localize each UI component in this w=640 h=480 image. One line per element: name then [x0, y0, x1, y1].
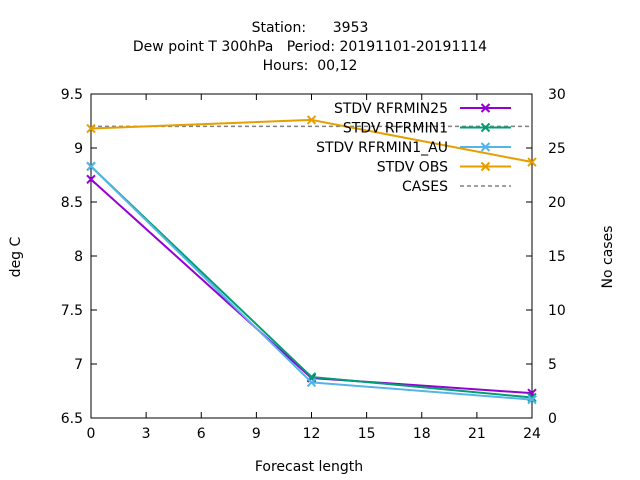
chart-title-line-1: Station: 3953 [252, 20, 369, 36]
series-stdv-rfrmin25 [86, 174, 537, 398]
chart-title-line-2: Dew point T 300hPa Period: 20191101-2019… [133, 39, 487, 55]
legend-marker [480, 161, 491, 172]
legend-label: STDV RFRMIN1_AU [316, 140, 448, 156]
series-stdv-rfrmin1-au [86, 161, 537, 405]
legend-label: STDV RFRMIN1 [343, 121, 448, 137]
legend-label: CASES [402, 179, 448, 195]
series-lines [86, 115, 537, 405]
x-tick-label: 15 [358, 426, 376, 442]
y-tick-label: 9 [74, 141, 83, 157]
x-tick-label: 24 [523, 426, 541, 442]
series-stdv-rfrmin1 [86, 161, 537, 403]
data-point-stdv-obs [527, 157, 537, 167]
y2-tick-label: 15 [548, 249, 566, 265]
legend-entry-stdv-rfrmin25: STDV RFRMIN25 [334, 101, 511, 117]
legend: STDV RFRMIN25 STDV RFRMIN1 STDV RFRMIN1_AU… [316, 101, 511, 195]
series-stdv-obs [86, 115, 537, 167]
data-point-stdv-obs [306, 115, 317, 125]
y2-tick-label: 30 [548, 87, 566, 103]
x-tick-label: 12 [303, 426, 321, 442]
chart-title-line-3: Hours: 00,12 [263, 58, 358, 74]
y-tick-label: 8.5 [61, 195, 83, 211]
x-axis-label: Forecast length [255, 459, 363, 475]
y2-axis-label: No cases [600, 226, 616, 289]
chart-title: Station: 3953 Dew point T 300hPa Period:… [133, 20, 487, 74]
x-tick-label: 6 [197, 426, 206, 442]
series-line-stdv-rfrmin25 [90, 178, 533, 395]
legend-entry-stdv-rfrmin1: STDV RFRMIN1 [343, 121, 511, 137]
data-point-stdv-rfrmin1-au [306, 377, 317, 388]
x-tick-label: 9 [252, 426, 261, 442]
legend-entry-cases: CASES [402, 179, 511, 195]
y2-tick-label: 25 [548, 141, 566, 157]
legend-entry-stdv-rfrmin1-au: STDV RFRMIN1_AU [316, 140, 511, 156]
x-tick-label: 18 [413, 426, 431, 442]
plot-area [90, 93, 533, 419]
y-axis-label: deg C [8, 236, 24, 277]
data-point-stdv-rfrmin25 [86, 174, 96, 185]
plot-frame [90, 93, 533, 419]
x-tick-label: 21 [468, 426, 486, 442]
y-tick-label: 9.5 [61, 87, 83, 103]
y-tick-label: 6.5 [61, 411, 83, 427]
x-tick-label: 0 [87, 426, 96, 442]
legend-label: STDV OBS [377, 160, 448, 176]
legend-marker [480, 103, 491, 113]
legend-marker [480, 122, 491, 133]
y2-tick-label: 5 [548, 357, 557, 373]
legend-marker [480, 142, 491, 152]
legend-entry-stdv-obs: STDV OBS [377, 160, 511, 176]
y-tick-label: 8 [74, 249, 83, 265]
data-point-stdv-rfrmin1-au [527, 394, 537, 405]
legend-label: STDV RFRMIN25 [334, 101, 448, 117]
series-line-stdv-rfrmin1-au [90, 165, 533, 401]
data-point-stdv-obs [86, 123, 96, 134]
series-line-stdv-rfrmin1 [90, 165, 533, 399]
data-point-stdv-rfrmin1-au [86, 161, 96, 172]
axis-ticks: 0 3 6 9 12 15 18 21 24 6.5 7 7.5 8 8.5 9 9.5 0 5 10 15 20 25 3… [61, 87, 566, 442]
y-tick-label: 7.5 [61, 303, 83, 319]
y2-tick-label: 20 [548, 195, 566, 211]
y2-tick-label: 10 [548, 303, 566, 319]
y2-tick-label: 0 [548, 411, 557, 427]
y-tick-label: 7 [74, 357, 83, 373]
x-tick-label: 3 [142, 426, 151, 442]
